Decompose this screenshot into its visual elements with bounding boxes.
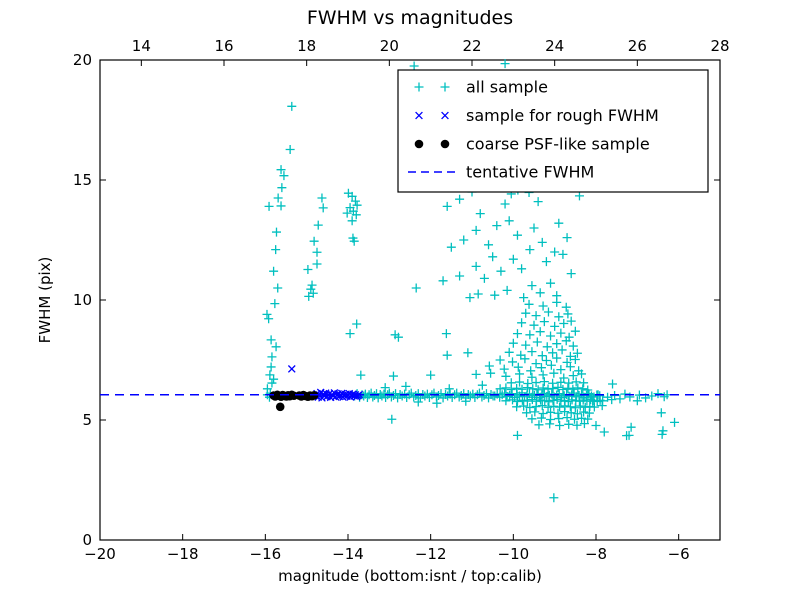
legend-entry: coarse PSF-like sample xyxy=(414,135,650,154)
series-all-sample xyxy=(262,59,680,503)
legend-entry: sample for rough FWHM xyxy=(415,106,659,125)
legend-label: tentative FWHM xyxy=(466,163,594,182)
y-tick-label: 10 xyxy=(73,291,92,309)
top-tick-label: 26 xyxy=(628,37,647,55)
y-tick-label: 0 xyxy=(82,531,92,549)
top-tick-label: 18 xyxy=(297,37,316,55)
x-axis-label: magnitude (bottom:isnt / top:calib) xyxy=(278,567,542,585)
x-tick-label: −16 xyxy=(250,545,282,563)
series-coarse-psf-like-sample xyxy=(269,390,319,412)
y-tick-label: 15 xyxy=(73,171,92,189)
chart-title: FWHM vs magnitudes xyxy=(307,7,513,29)
top-tick-label: 22 xyxy=(462,37,481,55)
x-tick-label: −14 xyxy=(332,545,364,563)
x-tick-label: −10 xyxy=(498,545,530,563)
legend-entry: all sample xyxy=(414,78,548,97)
x-tick-label: −20 xyxy=(84,545,116,563)
x-tick-label: −6 xyxy=(668,545,690,563)
top-tick-label: 24 xyxy=(545,37,564,55)
x-tick-label: −12 xyxy=(415,545,447,563)
legend-label: all sample xyxy=(466,78,548,97)
top-tick-label: 20 xyxy=(380,37,399,55)
y-tick-label: 5 xyxy=(82,411,92,429)
y-axis-label: FWHM (pix) xyxy=(36,257,54,344)
axes-layer: −20 −18 −16 −14 −12 −10 −8 −6 14 16 18 20 22 24 26 28 0 5… xyxy=(73,37,730,563)
x-tick-label: −18 xyxy=(167,545,199,563)
top-tick-label: 16 xyxy=(214,37,233,55)
data-points-layer xyxy=(262,59,680,503)
x-tick-label: −8 xyxy=(585,545,607,563)
top-tick-label: 28 xyxy=(710,37,729,55)
legend: all sample sample for rough FWHM coarse PS… xyxy=(397,69,709,193)
y-tick-label: 20 xyxy=(73,51,92,69)
legend-label: sample for rough FWHM xyxy=(466,106,659,125)
top-tick-label: 14 xyxy=(132,37,151,55)
legend-entry: tentative FWHM xyxy=(408,163,594,182)
legend-label: coarse PSF-like sample xyxy=(466,135,650,154)
